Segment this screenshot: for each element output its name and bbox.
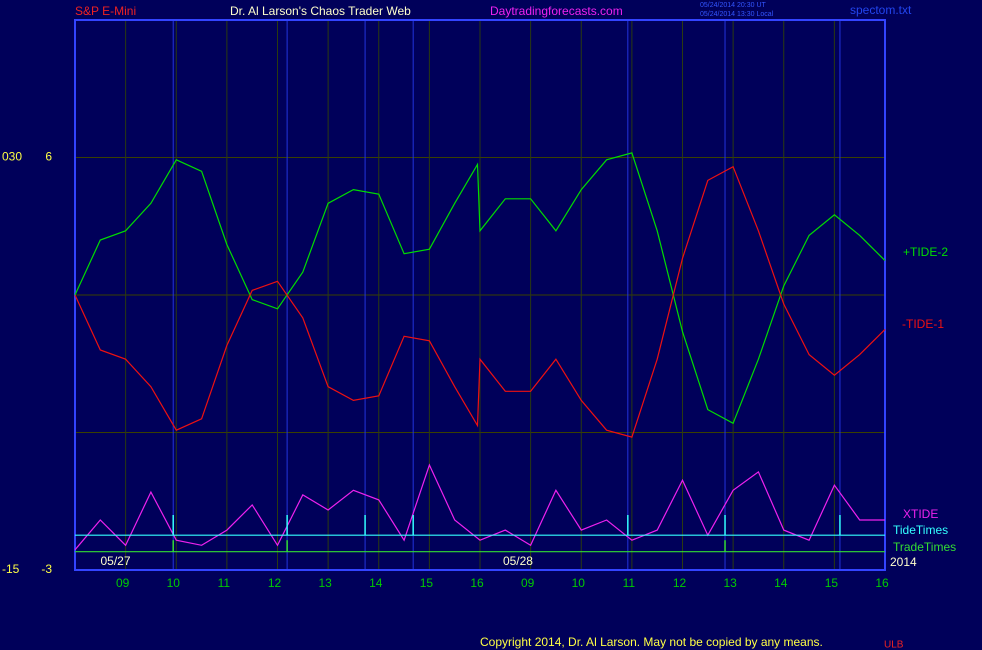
- timestamp: 05/24/2014 20:30 UT: [700, 2, 766, 9]
- x-tick-label: 09: [116, 576, 130, 590]
- x-tick-label: 12: [268, 576, 282, 590]
- legend-label: -TIDE-1: [902, 317, 944, 331]
- y-tick-label: 6: [45, 150, 52, 164]
- y2-tick-label: -15: [2, 562, 20, 576]
- x-tick-label: 16: [875, 576, 889, 590]
- timestamp: 05/24/2014 13:30 Local: [700, 11, 774, 18]
- site: Daytradingforecasts.com: [490, 4, 623, 18]
- copyright: Copyright 2014, Dr. Al Larson. May not b…: [480, 635, 823, 649]
- chart-title: Dr. Al Larson's Chaos Trader Web: [230, 4, 411, 18]
- footer-mark: ULB: [884, 640, 904, 650]
- y2-tick-label: 030: [2, 150, 22, 164]
- x-tick-label: 14: [774, 576, 788, 590]
- x-tick-label: 10: [572, 576, 586, 590]
- date-label: 05/28: [503, 554, 533, 568]
- y-tick-label: -3: [41, 562, 52, 576]
- legend-label: TideTimes: [893, 523, 948, 537]
- year: 2014: [890, 555, 917, 569]
- x-tick-label: 16: [470, 576, 484, 590]
- x-tick-label: 11: [218, 576, 231, 590]
- series-line: [74, 152, 886, 425]
- date-label: 05/27: [100, 554, 130, 568]
- series-line: [74, 463, 885, 551]
- file-name: spectom.txt: [850, 3, 912, 17]
- x-tick-label: 13: [723, 576, 737, 590]
- x-tick-label: 14: [369, 576, 383, 590]
- x-tick-label: 10: [167, 576, 181, 590]
- legend-label: +TIDE-2: [903, 245, 948, 259]
- x-tick-label: 15: [420, 576, 434, 590]
- x-tick-label: 12: [673, 576, 687, 590]
- legend-label: XTIDE: [903, 507, 938, 521]
- legend-label: TradeTimes: [893, 540, 956, 554]
- symbol: S&P E-Mini: [75, 4, 136, 18]
- series-line: [74, 165, 886, 438]
- x-tick-label: 09: [521, 576, 535, 590]
- x-tick-label: 13: [318, 576, 332, 590]
- x-tick-label: 15: [825, 576, 839, 590]
- x-tick-label: 11: [623, 576, 636, 590]
